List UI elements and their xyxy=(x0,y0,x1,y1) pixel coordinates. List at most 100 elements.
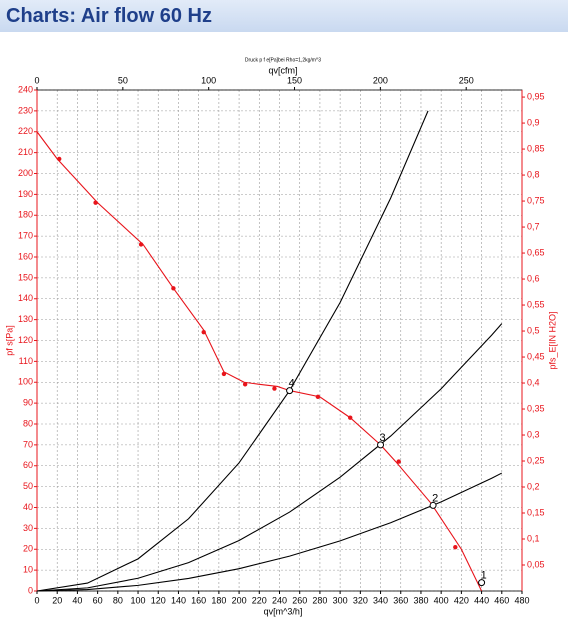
x-tick-label: 40 xyxy=(72,595,82,605)
marker xyxy=(138,242,144,247)
y-tick-label: 150 xyxy=(18,272,33,282)
x-tick-label: 100 xyxy=(131,595,146,605)
x-tick-label: 400 xyxy=(434,595,449,605)
y2-tick-label: 0,8 xyxy=(527,169,540,179)
x-tick-label: 240 xyxy=(272,595,287,605)
y2-tick-label: 0,45 xyxy=(527,351,545,361)
x-tick-label: 360 xyxy=(393,595,408,605)
marker xyxy=(93,200,98,205)
y-tick-label: 190 xyxy=(18,189,33,199)
x-tick-label: 320 xyxy=(353,595,368,605)
operating-point-label: 1 xyxy=(481,570,487,582)
y-axis-title: pf s[Pa] xyxy=(4,325,14,356)
y2-tick-label: 0,7 xyxy=(527,221,540,231)
x2-tick-label: 150 xyxy=(287,75,302,85)
operating-point xyxy=(286,387,294,395)
x-axis-title: qv[m^3/h] xyxy=(264,606,303,616)
y2-tick-label: 0,5 xyxy=(527,325,540,335)
y2-tick-label: 0,35 xyxy=(527,403,545,413)
y-tick-label: 240 xyxy=(18,84,33,94)
y2-tick-label: 0,85 xyxy=(527,143,545,153)
line xyxy=(36,472,503,592)
y-tick-label: 50 xyxy=(23,481,33,491)
x-tick-label: 0 xyxy=(34,595,39,605)
y2-tick-label: 0,65 xyxy=(527,247,545,257)
operating-point xyxy=(377,441,385,449)
y2-tick-label: 0,75 xyxy=(527,195,545,205)
x2-axis-title: qv[cfm] xyxy=(268,65,297,75)
y-tick-label: 210 xyxy=(18,147,33,157)
x-tick-label: 60 xyxy=(93,595,103,605)
x-tick-label: 200 xyxy=(232,595,247,605)
chart: Druck p f e[Pa]bei Rho=1,2kg/m^3 qv[cfm] q… xyxy=(4,57,557,616)
x-tick-label: 300 xyxy=(333,595,348,605)
y2-tick-label: 0,4 xyxy=(527,377,540,387)
line xyxy=(36,323,503,592)
operating-point xyxy=(478,579,486,587)
line xyxy=(36,131,483,592)
marker xyxy=(453,544,458,550)
marker xyxy=(396,459,401,464)
x2-tick-label: 200 xyxy=(373,75,388,85)
y-tick-label: 100 xyxy=(18,377,33,387)
x-tick-label: 120 xyxy=(151,595,166,605)
line xyxy=(36,110,429,592)
y-tick-label: 90 xyxy=(23,398,33,408)
x-tick-label: 480 xyxy=(514,595,529,605)
x2-tick-label: 250 xyxy=(459,75,474,85)
x-tick-label: 340 xyxy=(373,595,388,605)
y-tick-label: 200 xyxy=(18,168,33,178)
x-tick-label: 20 xyxy=(52,595,62,605)
x-tick-label: 180 xyxy=(211,595,226,605)
y-tick-label: 30 xyxy=(23,523,33,533)
header-title: Charts: Air flow 60 Hz xyxy=(6,5,212,27)
y2-axis-title: pfs_E[IN H2O] xyxy=(547,311,557,369)
y2-tick-label: 0,2 xyxy=(527,481,540,491)
marker xyxy=(57,156,62,162)
x2-tick-label: 0 xyxy=(34,75,39,85)
y-tick-label: 170 xyxy=(18,231,33,241)
x2-tick-label: 50 xyxy=(118,75,128,85)
y-tick-label: 60 xyxy=(23,460,33,470)
x-tick-label: 220 xyxy=(252,595,267,605)
y-tick-label: 220 xyxy=(18,126,33,136)
header: Charts: Air flow 60 Hz xyxy=(0,0,568,32)
y-tick-label: 0 xyxy=(28,585,33,595)
y-tick-label: 230 xyxy=(18,105,33,115)
y-tick-label: 130 xyxy=(18,314,33,324)
y2-tick-label: 0,9 xyxy=(527,117,540,127)
y-tick-label: 40 xyxy=(23,502,33,512)
y2-tick-label: 0,15 xyxy=(527,507,545,517)
marker xyxy=(201,329,206,335)
y-tick-label: 120 xyxy=(18,335,33,345)
marker xyxy=(348,415,353,420)
y-tick-label: 110 xyxy=(19,356,33,366)
y-tick-label: 180 xyxy=(18,210,33,220)
chart-title: Druck p f e[Pa]bei Rho=1,2kg/m^3 xyxy=(245,57,321,63)
marker xyxy=(242,382,248,387)
operating-point-label: 3 xyxy=(380,432,386,444)
x-tick-label: 140 xyxy=(171,595,186,605)
x-tick-label: 440 xyxy=(474,595,489,605)
x-tick-label: 460 xyxy=(494,595,509,605)
x-tick-label: 420 xyxy=(454,595,469,605)
x2-tick-label: 100 xyxy=(201,75,216,85)
y2-tick-label: 0,05 xyxy=(527,559,545,569)
y2-tick-label: 0,6 xyxy=(527,273,540,283)
x-tick-label: 280 xyxy=(312,595,327,605)
x-tick-label: 260 xyxy=(292,595,307,605)
marker xyxy=(171,286,176,291)
y-tick-label: 20 xyxy=(23,544,33,554)
marker xyxy=(315,394,321,400)
y2-tick-label: 0,3 xyxy=(527,429,540,439)
y2-tick-label: 0,1 xyxy=(527,533,540,543)
y-tick-label: 140 xyxy=(18,293,33,303)
y2-tick-label: 0,25 xyxy=(527,455,545,465)
x-tick-label: 380 xyxy=(413,595,428,605)
marker xyxy=(272,386,277,391)
y-tick-label: 70 xyxy=(23,439,33,449)
operating-point xyxy=(429,501,437,509)
y-tick-label: 10 xyxy=(23,565,33,575)
y2-tick-label: 0,55 xyxy=(527,299,545,309)
